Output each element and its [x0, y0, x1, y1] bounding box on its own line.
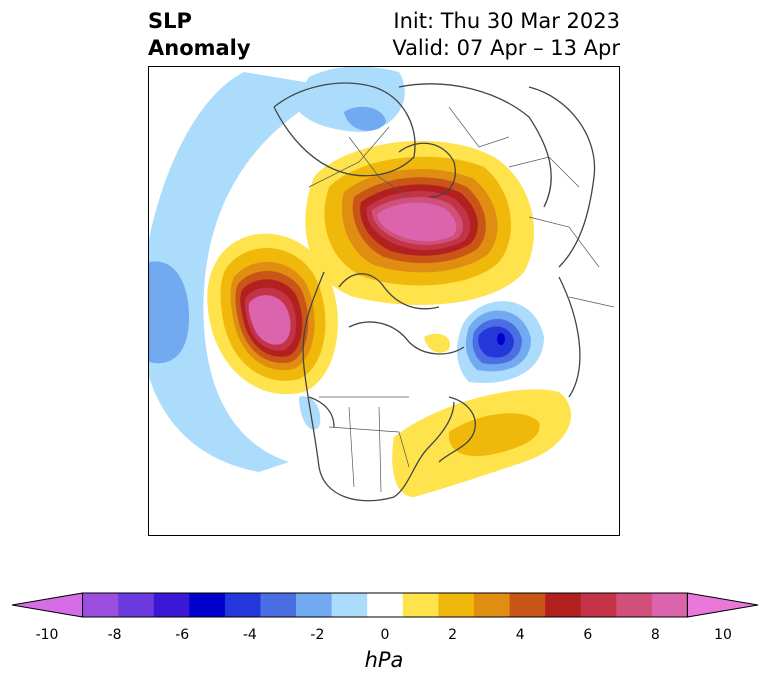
positive-anomaly-east-us	[392, 333, 572, 497]
negative-anomaly-europe	[294, 67, 405, 132]
negative-anomaly-atlantic	[457, 301, 544, 383]
colorbar-unit-label: hPa	[364, 648, 404, 672]
colorbar-cell	[11, 592, 84, 618]
colorbar-tick-label: 8	[650, 627, 660, 643]
colorbar-tick-label: 10	[714, 627, 732, 643]
positive-anomaly-alaska	[207, 233, 338, 395]
plot-title: SLP Anomaly	[148, 8, 251, 62]
title-field: Anomaly	[148, 36, 251, 60]
colorbar-cell	[545, 593, 581, 617]
colorbar	[11, 592, 759, 618]
colorbar-cell	[118, 593, 155, 617]
colorbar-cell	[686, 592, 759, 618]
colorbar-tick-label: -8	[107, 627, 122, 643]
plot-dates: Init: Thu 30 Mar 2023 Valid: 07 Apr – 13…	[392, 8, 620, 62]
colorbar-cell	[331, 593, 368, 617]
colorbar-cell	[651, 593, 688, 617]
colorbar-cell	[473, 593, 510, 617]
colorbar-outline	[82, 592, 688, 618]
colorbar-tick-label: -6	[175, 627, 190, 643]
colorbar-tick-label: 2	[448, 627, 458, 643]
coastlines	[273, 82, 596, 502]
colorbar-cell	[616, 593, 653, 617]
colorbar-cell	[153, 593, 190, 617]
colorbar-tick-label: -10	[35, 627, 59, 643]
colorbar-cell	[82, 593, 119, 617]
colorbar-tick-label: 6	[583, 627, 593, 643]
colorbar-cell	[367, 593, 404, 617]
colorbar-cell	[509, 593, 546, 617]
negative-anomaly-pacific	[149, 72, 334, 472]
colorbar-cell	[580, 593, 617, 617]
colorbar-tick-label: 0	[380, 627, 390, 643]
colorbar-cell	[189, 593, 226, 617]
country-borders	[308, 106, 615, 493]
valid-range: Valid: 07 Apr – 13 Apr	[392, 36, 620, 60]
title-variable: SLP	[148, 9, 192, 33]
colorbar-tick-label: -2	[310, 627, 325, 643]
colorbar-tick-label: 4	[515, 627, 525, 643]
colorbar-tick-label: -4	[242, 627, 257, 643]
anomaly-map	[149, 67, 615, 502]
init-date: Init: Thu 30 Mar 2023	[393, 9, 620, 33]
colorbar-cell	[260, 593, 297, 617]
colorbar-cell	[438, 593, 475, 617]
positive-anomaly-arctic	[305, 140, 534, 305]
colorbar-cell	[296, 593, 332, 617]
map-panel	[148, 66, 620, 536]
colorbar-cell	[224, 593, 261, 617]
colorbar-cell	[402, 593, 439, 617]
